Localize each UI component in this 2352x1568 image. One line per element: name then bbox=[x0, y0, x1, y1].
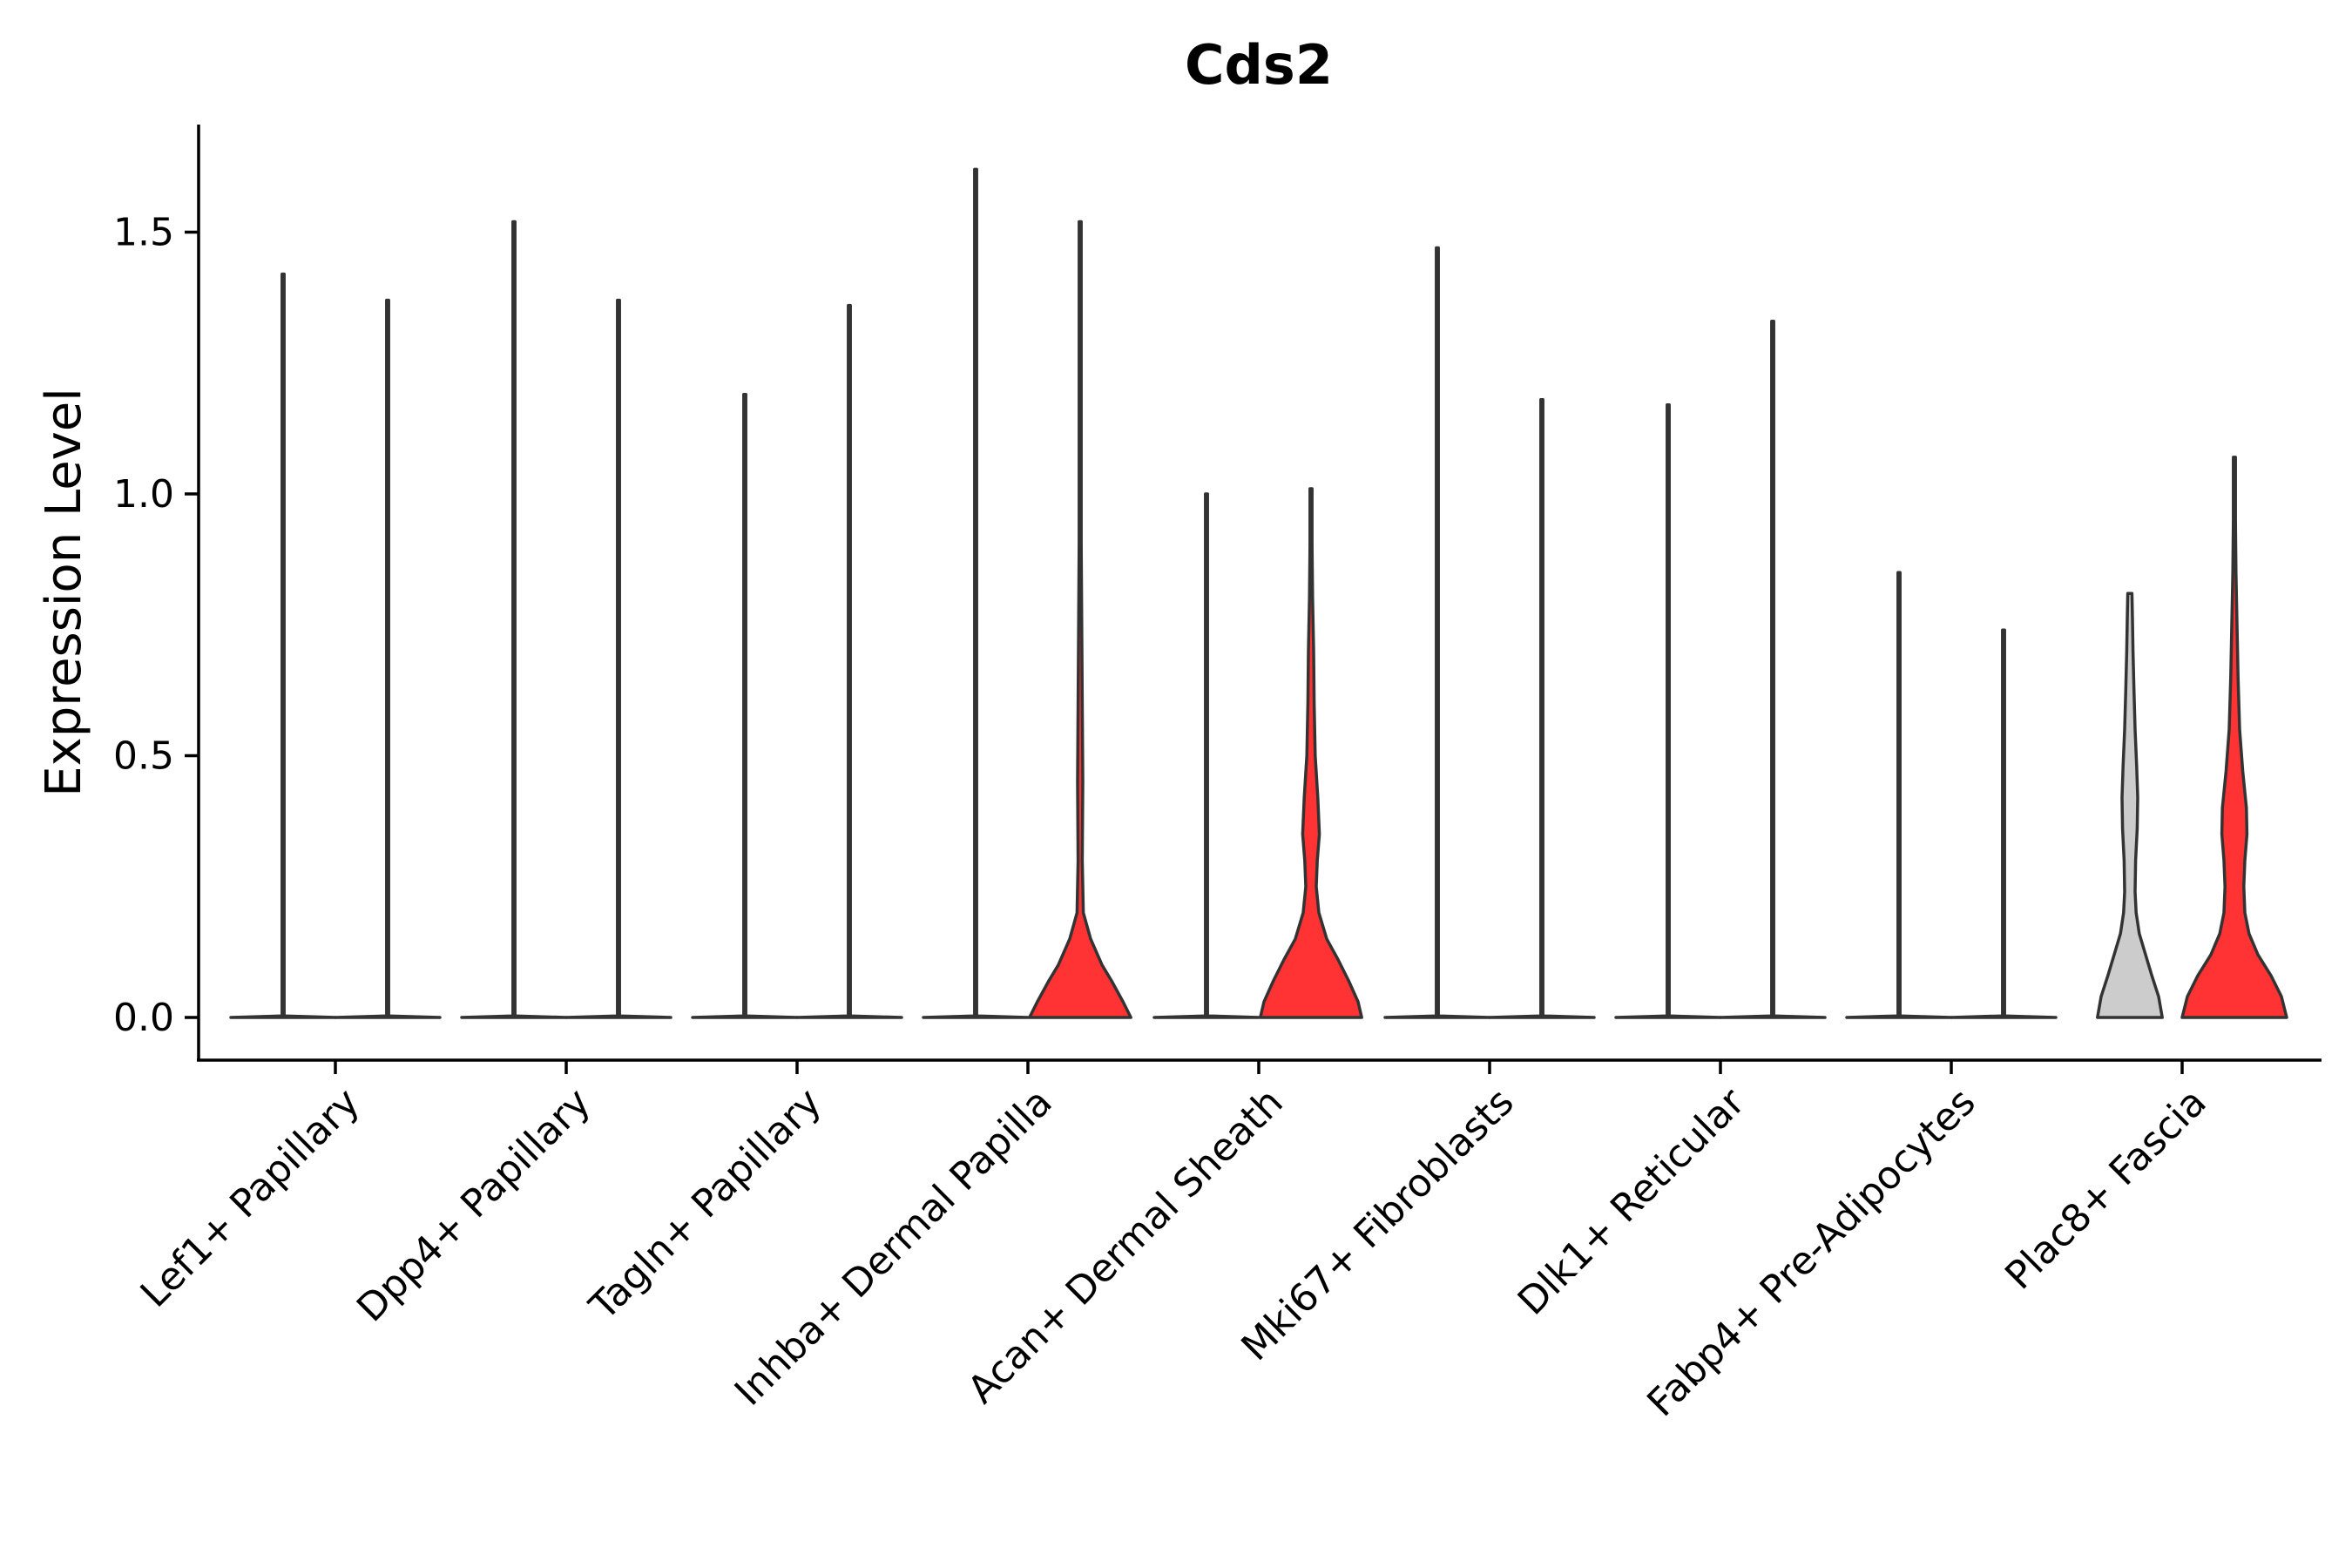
violin-shape bbox=[2096, 591, 2164, 1019]
violin-shape bbox=[1383, 246, 1491, 1019]
violin-shape bbox=[1950, 628, 2058, 1019]
x-tick-label: Plac8+ Fascia bbox=[1997, 1080, 2215, 1299]
violin-shape bbox=[1152, 492, 1260, 1019]
violin-shape bbox=[1719, 319, 1827, 1019]
violin-shape bbox=[922, 167, 1030, 1019]
y-axis-label: Expression Level bbox=[36, 388, 92, 797]
violin-shape bbox=[334, 298, 442, 1019]
violin-shape bbox=[564, 298, 672, 1019]
x-tick-label: Tagln+ Papillary bbox=[581, 1080, 830, 1329]
violin-shape bbox=[691, 393, 799, 1019]
y-tick-label: 1.5 bbox=[113, 211, 174, 255]
violin-group bbox=[229, 167, 2288, 1019]
y-tick-label: 0.5 bbox=[113, 734, 174, 779]
violin-shape bbox=[460, 220, 568, 1019]
x-tick-label: Lef1+ Papillary bbox=[132, 1080, 368, 1316]
violin-shape bbox=[2180, 456, 2288, 1019]
chart-title: Cds2 bbox=[1185, 33, 1333, 97]
violin-shape bbox=[1488, 398, 1596, 1019]
y-tick-label: 0.0 bbox=[113, 996, 174, 1040]
violin-shape bbox=[1614, 403, 1722, 1019]
violin-shape bbox=[1028, 220, 1132, 1019]
violin-shape bbox=[1845, 571, 1953, 1019]
x-tick-label: Dpp4+ Papillary bbox=[348, 1080, 599, 1331]
violin-shape bbox=[1259, 487, 1363, 1019]
violin-shape bbox=[229, 272, 337, 1019]
y-ticks: 0.0 0.5 1.0 1.5 bbox=[113, 211, 199, 1040]
violin-shape bbox=[795, 303, 903, 1019]
y-tick-label: 1.0 bbox=[113, 472, 174, 517]
x-tick-label: Dlk1+ Reticular bbox=[1510, 1079, 1754, 1324]
